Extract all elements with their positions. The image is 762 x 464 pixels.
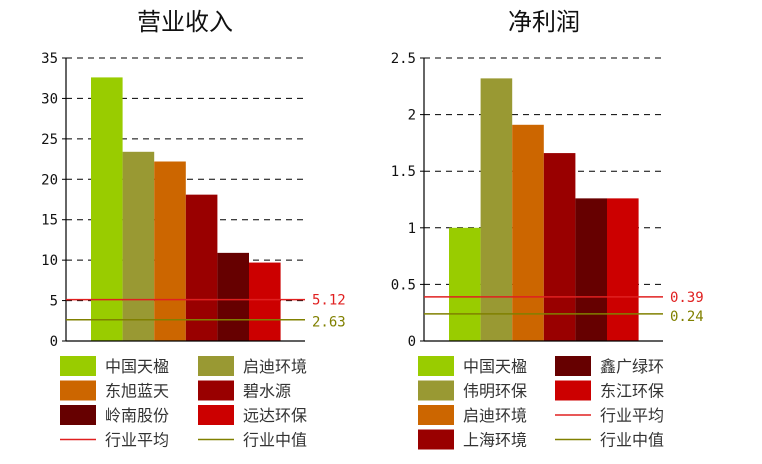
bar [249, 262, 281, 341]
reference-line-label: 5.12 [312, 293, 346, 309]
y-tick-label: 25 [41, 132, 58, 148]
legend-label: 行业平均 [600, 406, 664, 425]
y-tick-label: 20 [41, 172, 58, 188]
legend-swatch [60, 405, 96, 425]
legend-item: 岭南股份 [60, 405, 169, 425]
legend-item: 中国天楹 [60, 356, 169, 376]
legend-swatch [418, 429, 454, 450]
legend-swatch [418, 356, 454, 376]
legend-item: 启迪环境 [198, 356, 307, 376]
legend-item: 行业平均 [60, 431, 169, 450]
reference-line-label: 0.39 [670, 290, 704, 306]
legend-swatch [60, 380, 96, 401]
legend-item: 远达环保 [198, 405, 307, 425]
legend-label: 行业中值 [243, 431, 307, 450]
bar [512, 124, 544, 342]
bar [91, 77, 123, 342]
legend-swatch [198, 380, 234, 401]
bar [607, 198, 639, 341]
y-tick-label: 0 [50, 334, 58, 350]
legend-item: 伟明环保 [418, 380, 527, 401]
legend-item: 碧水源 [198, 380, 291, 401]
y-tick-label: 0.5 [391, 277, 416, 293]
legend-label: 行业平均 [105, 431, 169, 450]
legend-label: 行业中值 [600, 431, 664, 450]
legend-item: 启迪环境 [418, 405, 527, 425]
y-tick-label: 5 [50, 294, 58, 310]
legend-swatch [198, 356, 234, 376]
bar [154, 161, 186, 341]
y-tick-label: 35 [41, 51, 58, 67]
legend-item: 行业平均 [555, 406, 664, 425]
legend-item: 行业中值 [198, 431, 307, 450]
legend-item: 东江环保 [555, 380, 664, 401]
reference-line-label: 0.24 [670, 309, 704, 325]
y-tick-label: 1 [408, 221, 416, 237]
legend-label: 中国天楹 [105, 357, 169, 376]
bar [449, 227, 481, 341]
legend-label: 上海环境 [463, 431, 527, 450]
legend-swatch [60, 356, 96, 376]
y-tick-label: 0 [408, 334, 416, 350]
legend-item: 中国天楹 [418, 356, 527, 376]
legend-label: 岭南股份 [105, 406, 169, 425]
bar [122, 151, 155, 341]
y-tick-label: 10 [41, 253, 58, 269]
chart-title: 净利润 [508, 8, 580, 36]
legend-label: 鑫广绿环 [600, 357, 664, 376]
legend-label: 碧水源 [243, 382, 291, 401]
legend-swatch [555, 356, 591, 376]
legend-item: 上海环境 [418, 429, 527, 450]
legend-swatch [555, 380, 591, 401]
bar [217, 252, 249, 341]
legend-swatch [418, 380, 454, 401]
reference-line-label: 2.63 [312, 315, 346, 331]
y-tick-label: 15 [41, 213, 58, 229]
y-tick-label: 2 [408, 108, 416, 124]
y-tick-label: 2.5 [391, 51, 416, 67]
y-tick-label: 1.5 [391, 164, 416, 180]
legend-swatch [198, 405, 234, 425]
legend-label: 中国天楹 [463, 357, 527, 376]
legend-label: 远达环保 [243, 406, 307, 425]
bar [480, 78, 513, 341]
y-tick-label: 30 [41, 91, 58, 107]
legend-label: 伟明环保 [463, 382, 527, 401]
legend-item: 鑫广绿环 [555, 356, 664, 376]
legend-swatch [418, 405, 454, 425]
legend-label: 启迪环境 [243, 357, 307, 376]
legend-item: 东旭蓝天 [60, 380, 169, 401]
legend-label: 启迪环境 [463, 406, 527, 425]
bar [575, 198, 607, 341]
legend-item: 行业中值 [555, 431, 664, 450]
legend-label: 东江环保 [600, 382, 664, 401]
bar [185, 194, 218, 341]
bar [543, 153, 576, 341]
legend-label: 东旭蓝天 [105, 382, 169, 401]
chart-title: 营业收入 [137, 8, 233, 36]
